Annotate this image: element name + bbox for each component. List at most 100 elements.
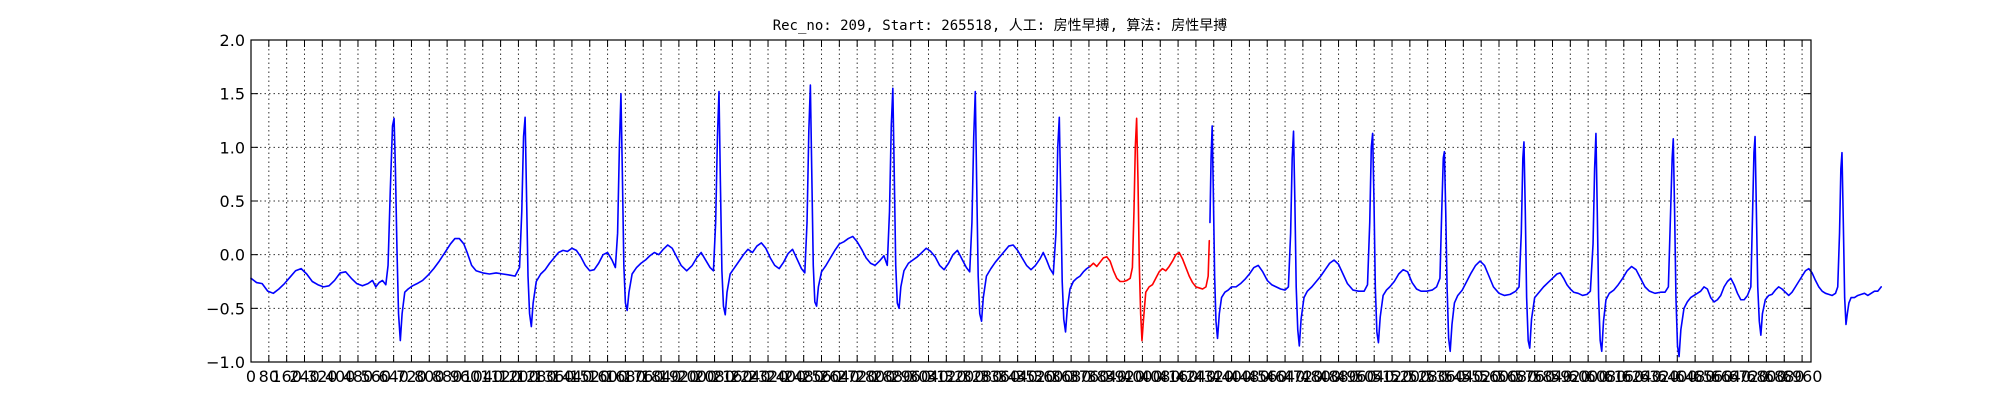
x-tick-label: 5760 — [1514, 367, 1555, 386]
x-tick-label: 1360 — [534, 367, 575, 386]
x-tick-label: 3280 — [962, 367, 1003, 386]
x-tick-label: 480 — [343, 367, 374, 386]
series-layer — [250, 84, 1882, 358]
x-tick-label: 1680 — [605, 367, 646, 386]
x-tick-label: 6640 — [1710, 367, 1751, 386]
x-tick-label: 6720 — [1728, 367, 1769, 386]
x-tick-label: 2240 — [730, 367, 771, 386]
x-tick-label: 6800 — [1746, 367, 1787, 386]
x-tick-label: 1600 — [587, 367, 628, 386]
x-tick-label: 3440 — [997, 367, 1038, 386]
x-tick-label: 2960 — [890, 367, 931, 386]
x-tick-label: 1040 — [462, 367, 503, 386]
x-tick-label: 6480 — [1675, 367, 1716, 386]
x-tick-label: 1440 — [552, 367, 593, 386]
x-tick-label: 3760 — [1069, 367, 1110, 386]
x-tick-label: 6240 — [1621, 367, 1662, 386]
x-tick-label: 5840 — [1532, 367, 1573, 386]
x-tick-label: 5120 — [1372, 367, 1413, 386]
x-tick-label: 4000 — [1122, 367, 1163, 386]
x-tick-label: 320 — [307, 367, 338, 386]
y-tick-label: −1.0 — [206, 353, 245, 372]
x-tick-label: 6400 — [1657, 367, 1698, 386]
x-tick-label: 6320 — [1639, 367, 1680, 386]
y-tick-label: 0.5 — [220, 192, 245, 211]
x-tick-label: 5040 — [1354, 367, 1395, 386]
x-tick-label: 400 — [325, 367, 356, 386]
y-tick-label: 1.0 — [220, 138, 245, 157]
x-tick-label: 2320 — [748, 367, 789, 386]
x-tick-label: 4480 — [1229, 367, 1270, 386]
x-tick-label: 4800 — [1300, 367, 1341, 386]
x-tick-label: 1520 — [569, 367, 610, 386]
x-tick-label: 5200 — [1389, 367, 1430, 386]
chart-title: Rec_no: 209, Start: 265518, 人工: 房性早搏, 算法… — [773, 17, 1228, 34]
highlighted-beat-trace — [1089, 117, 1211, 342]
x-tick-label: 640 — [378, 367, 409, 386]
x-tick-label: 2400 — [765, 367, 806, 386]
x-tick-label: 6880 — [1764, 367, 1805, 386]
grid-layer — [251, 40, 1811, 362]
x-tick-label: 3680 — [1051, 367, 1092, 386]
x-tick-label: 4240 — [1176, 367, 1217, 386]
x-tick-label: 3040 — [908, 367, 949, 386]
x-tick-label: 4960 — [1336, 367, 1377, 386]
x-tick-label: 80 — [259, 367, 279, 386]
x-tick-label: 3120 — [926, 367, 967, 386]
x-tick-label: 4880 — [1318, 367, 1359, 386]
x-tick-label: 4720 — [1283, 367, 1324, 386]
x-tick-label: 4400 — [1211, 367, 1252, 386]
x-tick-label: 6000 — [1568, 367, 1609, 386]
x-tick-label: 1280 — [516, 367, 557, 386]
x-tick-label: 2880 — [872, 367, 913, 386]
y-tick-label: 1.5 — [220, 85, 245, 104]
x-tick-label: 2720 — [837, 367, 878, 386]
x-tick-label: 5680 — [1496, 367, 1537, 386]
x-tick-label: 160 — [271, 367, 302, 386]
x-tick-label: 1760 — [623, 367, 664, 386]
x-tick-label: 2160 — [712, 367, 753, 386]
x-tick-label: 2560 — [801, 367, 842, 386]
x-tick-label: 560 — [361, 367, 392, 386]
x-tick-label: 2800 — [855, 367, 896, 386]
y-tick-label: −0.5 — [206, 299, 245, 318]
x-tick-label: 880 — [432, 367, 463, 386]
x-tick-label: 1200 — [498, 367, 539, 386]
x-tick-label: 3520 — [1015, 367, 1056, 386]
ecg-trace — [1209, 125, 1882, 358]
x-tick-label: 5600 — [1479, 367, 1520, 386]
x-tick-label: 4560 — [1247, 367, 1288, 386]
x-tick-label: 5520 — [1461, 367, 1502, 386]
y-tick-label: 2.0 — [220, 31, 245, 50]
x-tick-label: 6160 — [1603, 367, 1644, 386]
y-axis-ticks: −1.0 −0.5 0.0 0.5 1.0 1.5 2.0 — [206, 31, 1811, 372]
x-tick-label: 2480 — [783, 367, 824, 386]
x-tick-label: 4320 — [1193, 367, 1234, 386]
y-tick-label: 0.0 — [220, 246, 245, 265]
x-tick-label: 720 — [396, 367, 427, 386]
x-tick-label: 3920 — [1104, 367, 1145, 386]
x-tick-label: 2640 — [819, 367, 860, 386]
x-tick-label: 3600 — [1033, 367, 1074, 386]
x-tick-label: 0 — [246, 367, 256, 386]
x-tick-label: 1920 — [659, 367, 700, 386]
x-tick-label: 2080 — [694, 367, 735, 386]
x-tick-label: 1120 — [480, 367, 521, 386]
x-tick-label: 4160 — [1158, 367, 1199, 386]
x-tick-label: 4640 — [1265, 367, 1306, 386]
x-tick-label: 960 — [450, 367, 481, 386]
x-tick-label: 1840 — [641, 367, 682, 386]
x-tick-label: 240 — [289, 367, 320, 386]
x-tick-label: 6560 — [1693, 367, 1734, 386]
x-tick-label: 5280 — [1407, 367, 1448, 386]
x-tick-label: 5920 — [1550, 367, 1591, 386]
x-tick-label: 5440 — [1443, 367, 1484, 386]
x-tick-label: 5360 — [1425, 367, 1466, 386]
x-tick-label: 800 — [414, 367, 445, 386]
x-tick-label: 6960 — [1782, 367, 1823, 386]
x-tick-label: 6080 — [1586, 367, 1627, 386]
x-tick-label: 3360 — [979, 367, 1020, 386]
x-tick-label: 3200 — [944, 367, 985, 386]
x-tick-label: 2000 — [676, 367, 717, 386]
